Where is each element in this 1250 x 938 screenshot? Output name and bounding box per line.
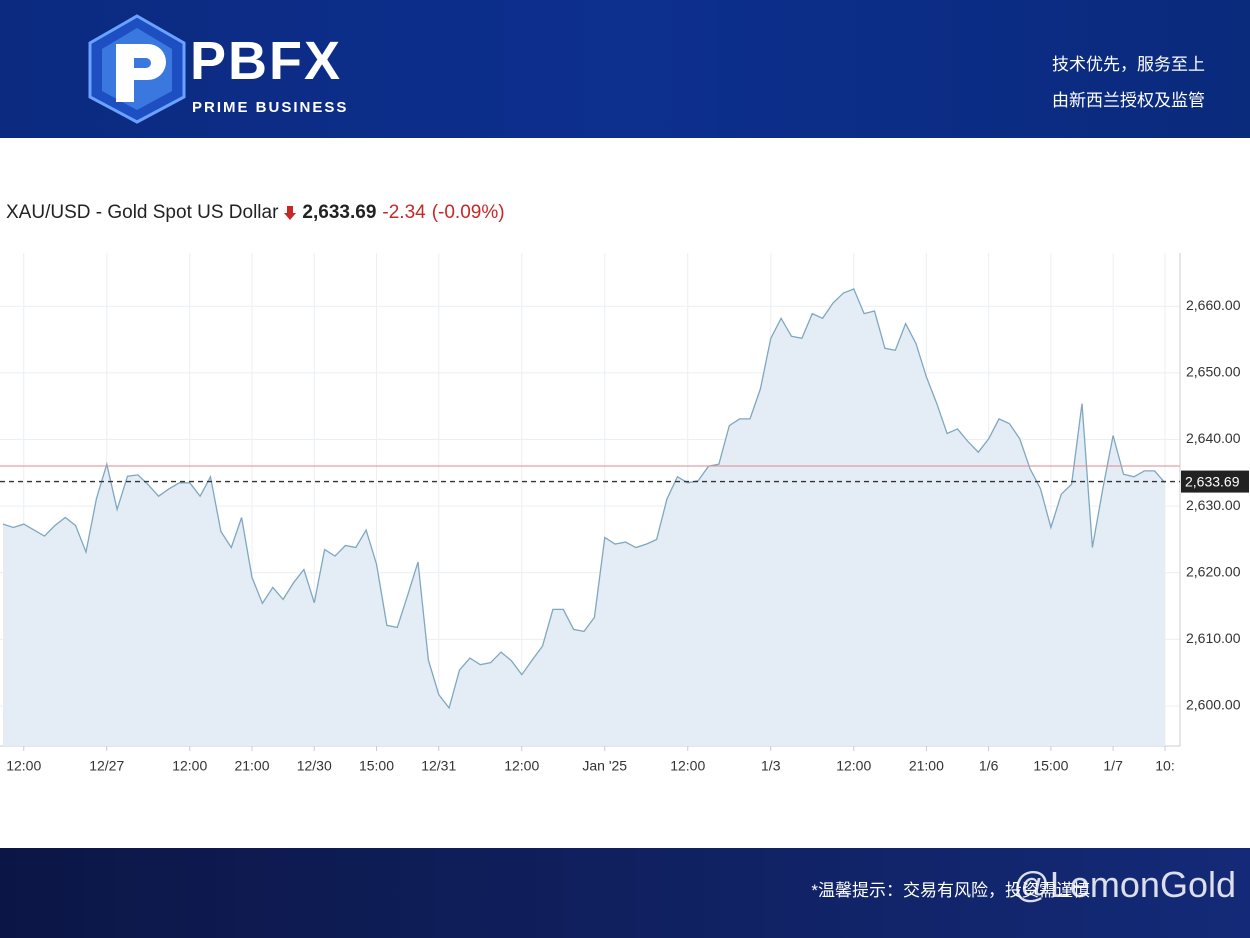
x-tick-label: 1/3 — [761, 758, 781, 774]
y-tick-label: 2,630.00 — [1186, 497, 1241, 513]
x-tick-label: 12:00 — [172, 758, 207, 774]
price: 2,633.69 — [302, 202, 377, 223]
y-tick-label: 2,650.00 — [1186, 364, 1241, 380]
x-tick-label: 12/31 — [421, 758, 456, 774]
x-tick-label: 21:00 — [234, 758, 269, 774]
x-tick-label: 12:00 — [836, 758, 871, 774]
x-tick-label: 1/6 — [979, 758, 999, 774]
notice: *温馨提示：交易有风险，投资需谨慎 — [811, 881, 1090, 900]
y-tick-label: 2,600.00 — [1186, 697, 1241, 713]
regulation: 由新西兰授权及监管 — [1052, 91, 1205, 110]
x-tick-label: 12:00 — [670, 758, 705, 774]
symbol: XAU/USD - Gold Spot US Dollar — [6, 202, 279, 223]
y-tick-label: 2,620.00 — [1186, 563, 1241, 579]
logo — [88, 14, 186, 124]
x-tick-label: 15:00 — [359, 758, 394, 774]
x-tick-label: 1/7 — [1103, 758, 1123, 774]
last-price-label: 2,633.69 — [1185, 473, 1240, 489]
x-tick-label: 12/27 — [89, 758, 124, 774]
banner: PBFX PRIME BUSINESS 技术优先，服务至上 由新西兰授权及监管 — [0, 0, 1250, 138]
x-tick-label: 15:00 — [1033, 758, 1068, 774]
chart: 2,600.00 2,610.00 2,620.00 2,630.00 2,640.00… — [0, 253, 1249, 774]
x-tick-label: 10: — [1155, 758, 1174, 774]
y-tick-label: 2,660.00 — [1186, 297, 1241, 313]
tagline: PRIME BUSINESS — [192, 99, 349, 116]
change: -2.34 — [382, 202, 426, 223]
x-tick-label: Jan '25 — [582, 758, 627, 774]
change-percent: (-0.09%) — [431, 202, 505, 223]
footer: *温馨提示：交易有风险，投资需谨慎 @LemonGold — [0, 848, 1250, 938]
y-tick-label: 2,640.00 — [1186, 430, 1241, 446]
down-arrow — [284, 206, 297, 220]
last-price-box — [1181, 470, 1249, 493]
x-tick-label: 12:00 — [6, 758, 41, 774]
x-tick-label: 12/30 — [297, 758, 332, 774]
area — [3, 289, 1165, 746]
watermark: @LemonGold — [1013, 864, 1236, 905]
y-tick-label: 2,610.00 — [1186, 630, 1241, 646]
quote-header: XAU/USD - Gold Spot US Dollar 2,633.69 -… — [6, 202, 505, 224]
brand: PBFX — [190, 31, 343, 91]
x-tick-label: 21:00 — [909, 758, 944, 774]
slogan: 技术优先，服务至上 — [1052, 55, 1205, 74]
x-tick-label: 12:00 — [504, 758, 539, 774]
line — [2, 288, 1166, 710]
